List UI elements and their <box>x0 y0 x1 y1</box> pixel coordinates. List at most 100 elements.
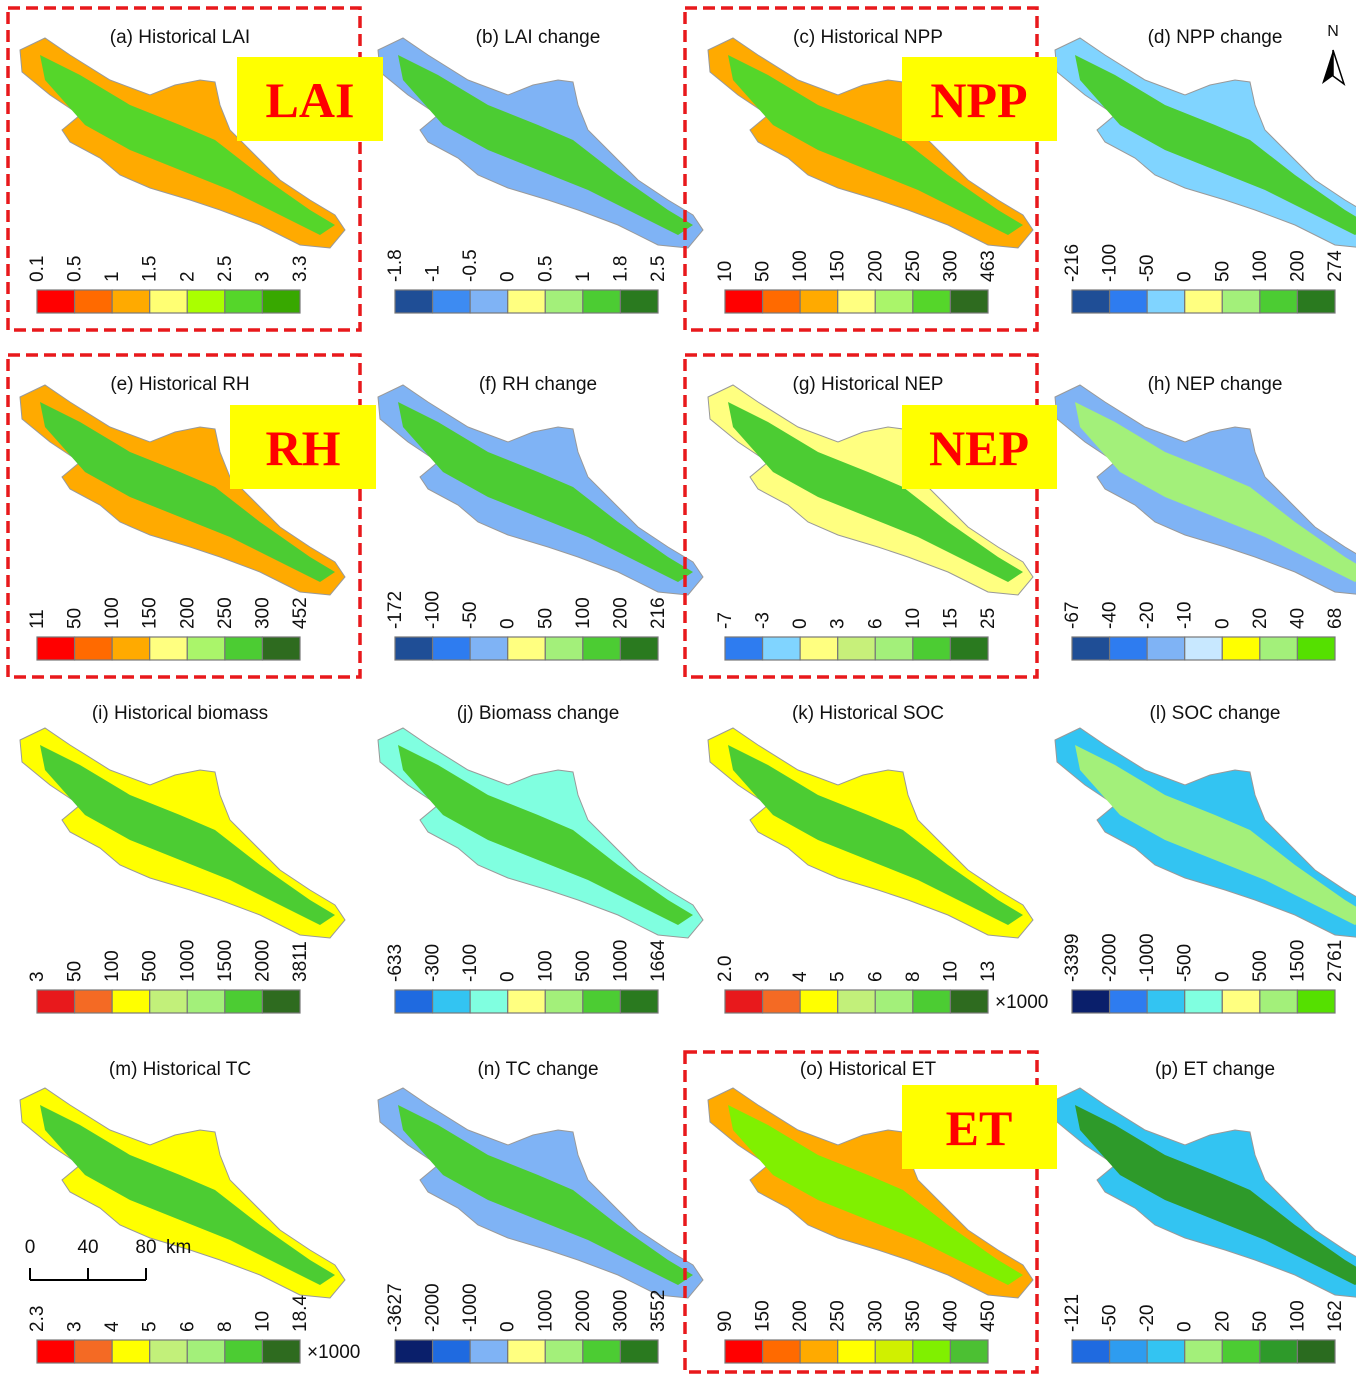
legend-swatch <box>150 990 188 1013</box>
legend-label: 50 <box>1250 1311 1271 1332</box>
legend-swatch <box>1185 1340 1223 1363</box>
legend-label: 40 <box>1287 608 1308 629</box>
legend-swatch <box>1072 1340 1110 1363</box>
legend-label: -2000 <box>423 1283 444 1332</box>
legend-swatch <box>112 637 150 660</box>
legend-swatch <box>1185 990 1223 1013</box>
legend-label: 8 <box>903 971 924 982</box>
legend-label: -50 <box>1100 1305 1121 1332</box>
legend-multiplier: ×1000 <box>995 992 1048 1013</box>
legend-label: 10 <box>252 1311 273 1332</box>
highlight-label: ET <box>946 1100 1013 1156</box>
legend-label: 300 <box>252 597 273 629</box>
legend-label: 200 <box>610 597 631 629</box>
legend-swatch <box>725 990 763 1013</box>
legend-swatch <box>875 290 913 313</box>
legend-swatch <box>112 290 150 313</box>
legend-swatch <box>725 290 763 313</box>
legend-swatch <box>950 637 988 660</box>
panel: (d) NPP change-216-100-50050100200274 <box>1055 27 1356 313</box>
legend-swatch <box>838 637 876 660</box>
legend-swatch <box>433 637 471 660</box>
legend-swatch <box>187 990 225 1013</box>
legend-swatch <box>75 1340 113 1363</box>
legend-label: 0 <box>498 618 519 629</box>
legend-swatch <box>875 637 913 660</box>
legend-label: 90 <box>715 1311 736 1332</box>
legend-swatch <box>37 637 75 660</box>
legend-swatch <box>225 1340 263 1363</box>
legend-swatch <box>75 290 113 313</box>
legend-label: 100 <box>535 950 556 982</box>
legend-swatch <box>913 1340 951 1363</box>
legend-label: -1 <box>423 265 444 282</box>
legend-swatch <box>1185 637 1223 660</box>
legend-swatch <box>1147 990 1185 1013</box>
legend-swatch <box>583 1340 621 1363</box>
legend-swatch <box>150 1340 188 1363</box>
legend-label: 0 <box>498 271 519 282</box>
legend-swatch <box>1110 1340 1148 1363</box>
legend-label: 1 <box>573 271 594 282</box>
legend-swatch <box>763 1340 801 1363</box>
legend-label: 0 <box>498 1321 519 1332</box>
legend-swatch <box>1260 990 1298 1013</box>
legend-label: -1.8 <box>385 249 406 282</box>
legend-label: 1000 <box>535 1290 556 1332</box>
legend-label: 450 <box>978 1300 999 1332</box>
legend-label: -1000 <box>460 1283 481 1332</box>
legend-label: 200 <box>865 250 886 282</box>
legend-swatch <box>763 637 801 660</box>
legend-label: 1 <box>102 271 123 282</box>
legend-label: -2000 <box>1100 933 1121 982</box>
legend-swatch <box>1185 290 1223 313</box>
legend-label: -172 <box>385 591 406 629</box>
panel-title: (f) RH change <box>479 374 597 395</box>
legend-swatch <box>225 637 263 660</box>
legend-swatch <box>1110 290 1148 313</box>
legend-swatch <box>508 290 546 313</box>
legend-swatch <box>433 990 471 1013</box>
legend-label: -50 <box>1137 255 1158 282</box>
legend-swatch <box>225 990 263 1013</box>
legend-label: 50 <box>753 261 774 282</box>
legend-swatch <box>187 290 225 313</box>
legend-label: 10 <box>940 961 961 982</box>
legend-label: -300 <box>423 944 444 982</box>
legend-label: -67 <box>1062 602 1083 629</box>
panel: (p) ET change-121-50-2002050100162 <box>1055 1059 1356 1363</box>
legend-swatch <box>187 637 225 660</box>
figure: N (a) Historical LAI0.10.511.522.533.3(b… <box>0 0 1356 1376</box>
legend-swatch <box>1222 290 1260 313</box>
scale-unit: km <box>166 1237 191 1258</box>
highlight-label: RH <box>266 420 341 476</box>
legend-swatch <box>913 637 951 660</box>
legend-label: 150 <box>828 250 849 282</box>
legend-swatch <box>470 290 508 313</box>
legend-label: 100 <box>102 950 123 982</box>
legend-label: 50 <box>65 608 86 629</box>
legend-label: 6 <box>177 1321 198 1332</box>
legend-label: 0.1 <box>27 256 48 282</box>
panel-title: (p) ET change <box>1155 1059 1275 1080</box>
legend-label: 10 <box>715 261 736 282</box>
legend-swatch <box>800 990 838 1013</box>
legend-swatch <box>913 290 951 313</box>
legend-swatch <box>433 290 471 313</box>
legend-label: 452 <box>290 597 311 629</box>
panel-title: (b) LAI change <box>476 27 601 48</box>
panel-title: (c) Historical NPP <box>793 27 943 48</box>
legend-label: 200 <box>790 1300 811 1332</box>
legend-label: -50 <box>460 602 481 629</box>
legend-label: -10 <box>1175 602 1196 629</box>
legend-label: 0 <box>1175 271 1196 282</box>
legend-label: 1.8 <box>610 256 631 282</box>
legend-label: 150 <box>753 1300 774 1332</box>
panel: (f) RH change-172-100-50050100200216 <box>378 374 703 660</box>
north-label: N <box>1327 23 1339 40</box>
legend-swatch <box>620 1340 658 1363</box>
legend-label: 3 <box>828 618 849 629</box>
legend-swatch <box>1072 290 1110 313</box>
legend-label: 300 <box>940 250 961 282</box>
